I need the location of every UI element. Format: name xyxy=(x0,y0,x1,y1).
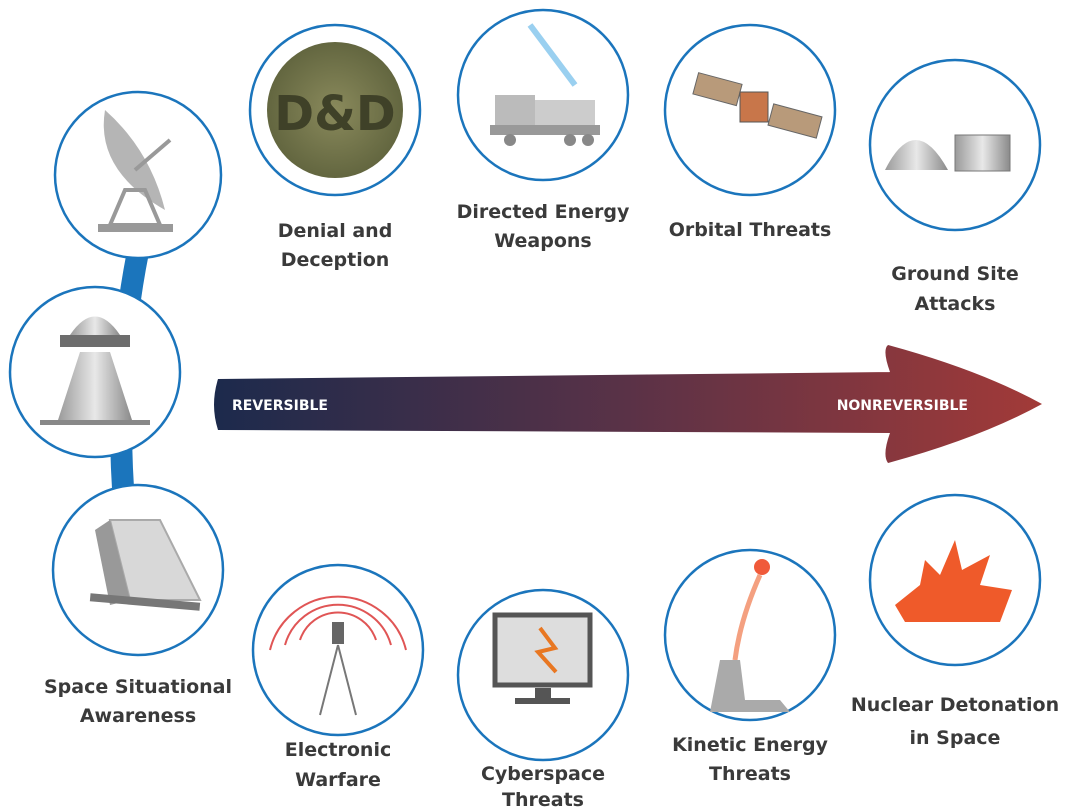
label-line: Space Situational xyxy=(44,676,232,698)
node-label: Cyberspace Threats xyxy=(481,763,605,811)
label-line: Denial and xyxy=(278,220,393,242)
node-label: Directed Energy Weapons xyxy=(457,201,630,252)
label-line: Kinetic Energy xyxy=(672,734,828,756)
ground-node xyxy=(868,58,1042,232)
label-line: Threats xyxy=(502,789,584,811)
solar-node xyxy=(51,483,225,657)
label-line: Nuclear Detonation xyxy=(851,694,1059,716)
label-line: Attacks xyxy=(915,293,996,315)
ew-node xyxy=(251,563,425,737)
arrow-start-label: REVERSIBLE xyxy=(232,398,328,414)
label-line: Electronic xyxy=(285,739,391,761)
node-label: Electronic Warfare xyxy=(285,739,391,791)
node-label: Orbital Threats xyxy=(669,219,832,241)
dish-node xyxy=(53,90,223,260)
dd-node: D&D xyxy=(248,23,422,197)
label-line: Weapons xyxy=(494,230,591,252)
arrow-end-label: NONREVERSIBLE xyxy=(837,398,968,414)
arrow xyxy=(214,345,1042,463)
label-line: Threats xyxy=(709,763,791,785)
label-line: Deception xyxy=(281,249,390,271)
label-line: Directed Energy xyxy=(457,201,630,223)
label-line: Orbital Threats xyxy=(669,219,832,241)
icon-text: D&D xyxy=(274,86,396,142)
node-label: Nuclear Detonation in Space xyxy=(851,694,1059,749)
kinetic-node xyxy=(663,548,837,722)
node-label: Ground Site Attacks xyxy=(891,263,1018,315)
label-line: Ground Site xyxy=(891,263,1018,285)
observatory-node xyxy=(8,285,182,459)
orbital-node xyxy=(663,23,837,197)
label-line: in Space xyxy=(910,727,1001,749)
node-label: Space Situational Awareness xyxy=(44,676,232,727)
cyber-node xyxy=(456,588,630,762)
dew-node xyxy=(456,8,630,182)
label-line: Cyberspace xyxy=(481,763,605,785)
nuclear-node xyxy=(868,493,1042,667)
node-label: Denial and Deception xyxy=(278,220,393,271)
node-label: Kinetic Energy Threats xyxy=(672,734,828,785)
label-line: Awareness xyxy=(80,705,196,727)
label-line: Warfare xyxy=(295,769,381,791)
